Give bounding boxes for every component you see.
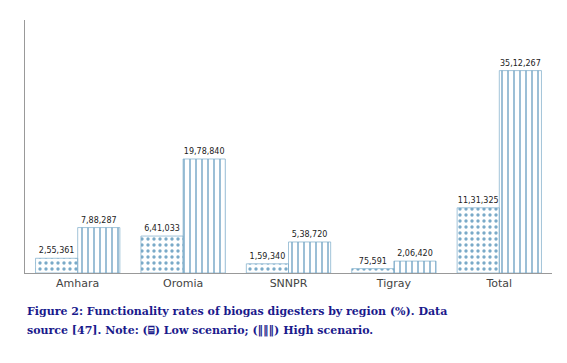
svg-text:7,88,287: 7,88,287 — [81, 216, 117, 225]
svg-text:11,31,325: 11,31,325 — [458, 196, 499, 205]
svg-text:SNNPR: SNNPR — [270, 277, 308, 290]
svg-text:2,55,361: 2,55,361 — [39, 246, 75, 255]
svg-text:1,59,340: 1,59,340 — [250, 252, 286, 261]
svg-text:35,12,267: 35,12,267 — [500, 59, 541, 68]
svg-text:Tigray: Tigray — [376, 277, 412, 290]
svg-text:2,06,420: 2,06,420 — [397, 249, 433, 258]
svg-text:6,41,033: 6,41,033 — [144, 224, 180, 233]
svg-text:19,78,840: 19,78,840 — [184, 147, 225, 156]
svg-text:75,591: 75,591 — [359, 257, 387, 266]
svg-text:source [47]. Note: (⌸) Low sce: source [47]. Note: (⌸) Low scenario; (‖‖… — [27, 324, 373, 337]
svg-text:Amhara: Amhara — [56, 277, 99, 290]
svg-text:Oromia: Oromia — [163, 277, 203, 290]
svg-text:Total: Total — [485, 277, 512, 290]
svg-text:5,38,720: 5,38,720 — [292, 230, 328, 239]
svg-text:Figure 2: Functionality rates: Figure 2: Functionality rates of biogas … — [27, 305, 447, 318]
